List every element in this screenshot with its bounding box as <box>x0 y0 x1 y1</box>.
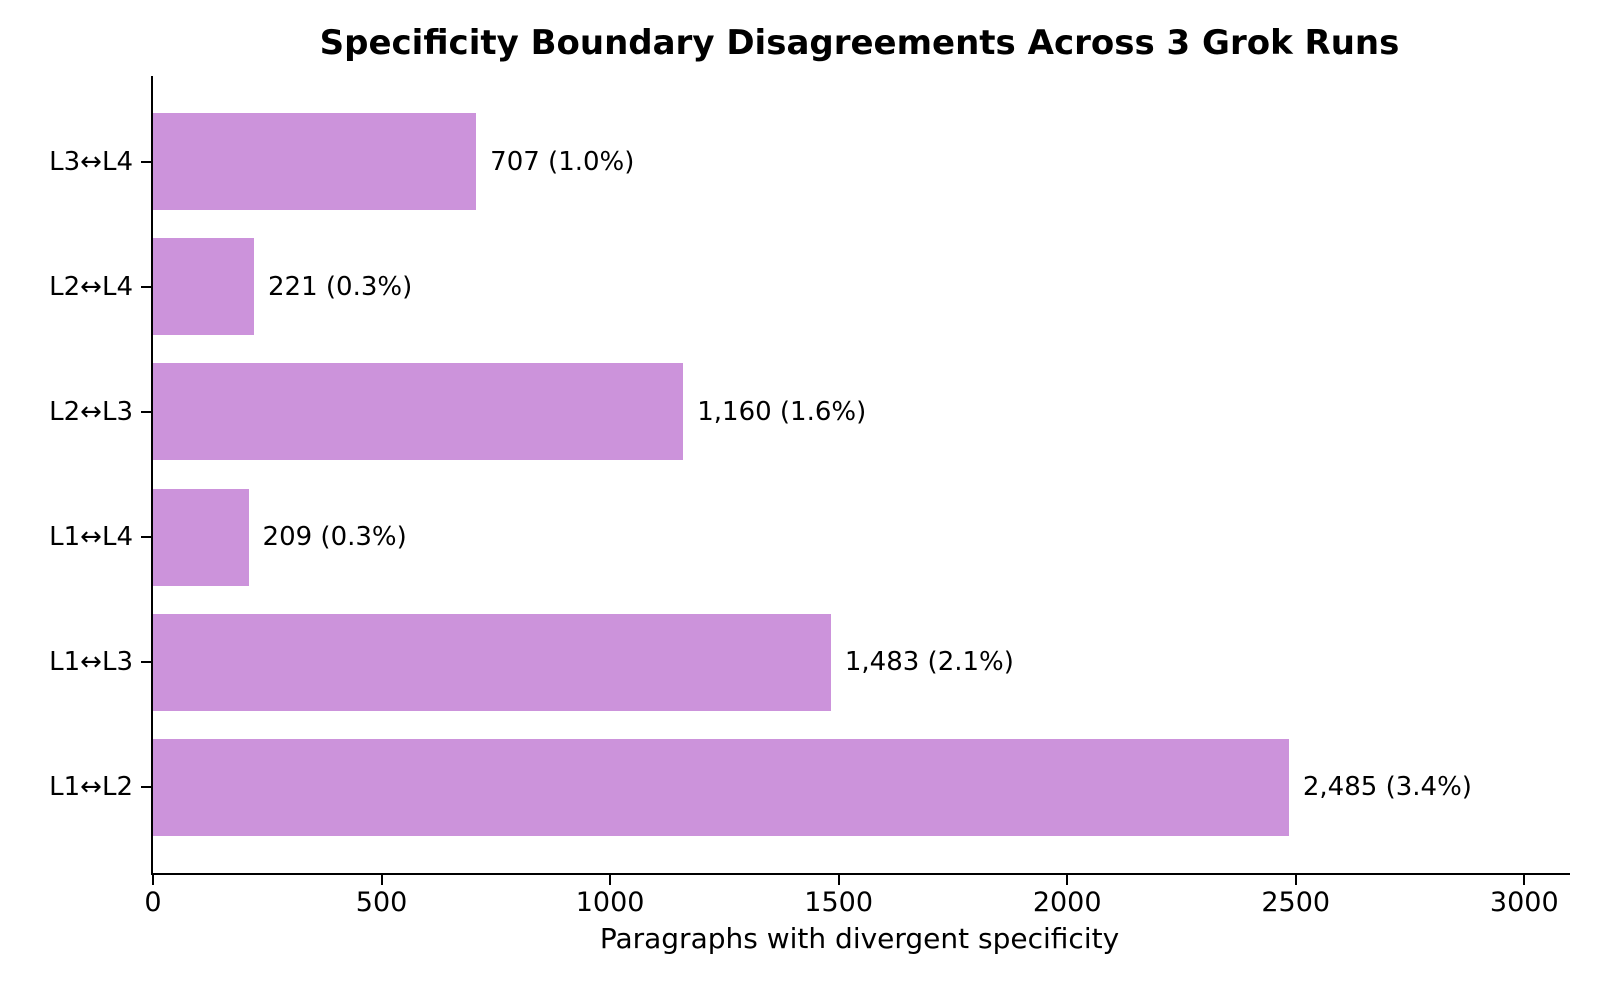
plot-area: L3↔L4 707 (1.0%) L2↔L4 221 (0.3%) L2↔L3 1,160… <box>49 76 1570 916</box>
chart-title: Specificity Boundary Disagreements Acros… <box>319 23 1400 63</box>
bar-row: L1↔L3 1,483 (2.1%) <box>49 613 1570 711</box>
bar-value-label: 221 (0.3%) <box>268 271 413 302</box>
bar-row: L1↔L4 209 (0.3%) <box>49 488 1570 586</box>
x-tick-mark <box>609 873 612 885</box>
bar-row: L3↔L4 707 (1.0%) <box>49 113 1570 211</box>
bar-value-label: 1,160 (1.6%) <box>697 396 867 427</box>
x-tick-mark <box>152 873 154 885</box>
bar <box>153 363 684 461</box>
x-tick-mark <box>837 873 840 885</box>
y-tick-mark <box>141 285 153 288</box>
bar-value-label: 2,485 (3.4%) <box>1302 772 1472 803</box>
x-tick-label: 1500 <box>804 887 873 918</box>
bar-value-label: 707 (1.0%) <box>490 146 635 177</box>
x-tick-label: 0 <box>144 887 162 918</box>
bar <box>153 488 249 586</box>
y-tick-mark <box>141 536 153 539</box>
y-tick-label: L3↔L4 <box>49 146 133 177</box>
bar <box>153 738 1289 836</box>
bar <box>153 613 831 711</box>
x-tick-mark <box>1523 873 1526 885</box>
bar-value-label: 1,483 (2.1%) <box>844 647 1014 678</box>
bar-row: L1↔L2 2,485 (3.4%) <box>49 738 1570 836</box>
x-tick-label: 500 <box>355 887 408 918</box>
y-tick-mark <box>141 410 153 413</box>
y-tick-mark <box>141 661 153 664</box>
x-tick-mark <box>1066 873 1069 885</box>
x-axis-label: Paragraphs with divergent specificity <box>599 922 1120 955</box>
x-tick-mark <box>1294 873 1297 885</box>
bar-value-label: 209 (0.3%) <box>262 522 407 553</box>
bar-row: L2↔L3 1,160 (1.6%) <box>49 363 1570 461</box>
x-tick-label: 2500 <box>1261 887 1331 918</box>
x-tick-label: 2000 <box>1032 887 1102 918</box>
y-tick-label: L1↔L3 <box>49 647 133 678</box>
x-tick-mark <box>380 873 383 885</box>
y-tick-label: L1↔L2 <box>49 772 133 803</box>
y-tick-label: L1↔L4 <box>49 522 133 553</box>
y-tick-mark <box>141 786 153 789</box>
y-tick-mark <box>141 160 153 163</box>
x-tick-label: 3000 <box>1489 887 1559 918</box>
x-tick-label: 1000 <box>575 887 645 918</box>
bar <box>153 238 255 336</box>
bar-row: L2↔L4 221 (0.3%) <box>49 238 1570 336</box>
y-tick-label: L2↔L3 <box>49 396 133 427</box>
bar <box>153 113 477 211</box>
y-tick-label: L2↔L4 <box>49 271 133 302</box>
